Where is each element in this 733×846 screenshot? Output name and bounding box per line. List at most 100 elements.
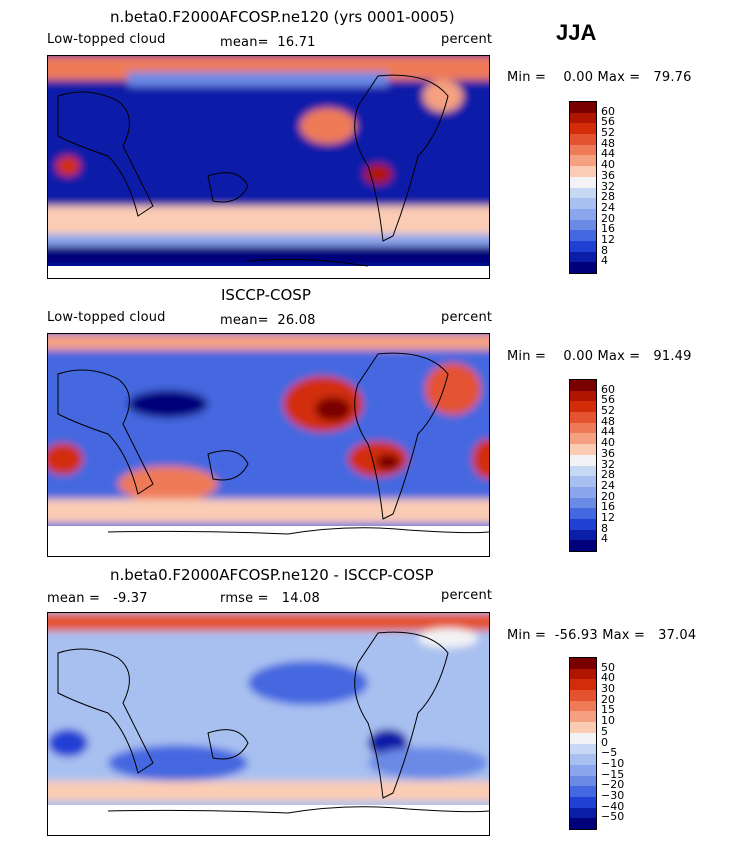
colorbar-segment xyxy=(570,754,596,766)
panel-1-southern-ocean-band xyxy=(48,206,489,234)
panel-2-pacific-stratus-core xyxy=(315,397,351,421)
panel-2-continent-australia xyxy=(207,450,249,481)
colorbar-segment xyxy=(570,743,596,755)
colorbar-tick-label: 32 xyxy=(601,179,615,193)
colorbar-tick-label: 60 xyxy=(601,104,615,118)
colorbar-tick-label: 20 xyxy=(601,211,615,225)
colorbar-tick-label: 30 xyxy=(601,682,615,696)
season-label: JJA xyxy=(556,20,597,45)
panel-3-south-atlantic-deficit xyxy=(368,747,488,779)
colorbar-segment xyxy=(570,764,596,776)
colorbar-tick-label: 28 xyxy=(601,468,615,482)
colorbar-segment xyxy=(570,732,596,744)
colorbar-segment xyxy=(570,497,596,509)
panel-2-indian-ocean-cloud xyxy=(118,466,218,502)
colorbar-tick-label: 48 xyxy=(601,414,615,428)
panel-2-continent-antarctica xyxy=(107,527,489,535)
colorbar-tick-label: −10 xyxy=(601,756,625,770)
colorbar-segment xyxy=(570,155,596,167)
panel-3-indian-ocean-deficit xyxy=(108,745,248,781)
panel-3-continent-australia xyxy=(207,729,249,760)
colorbar-segment xyxy=(570,818,596,830)
colorbar-tick-label: 20 xyxy=(601,489,615,503)
colorbar-segment xyxy=(570,102,596,113)
colorbar-segment xyxy=(570,690,596,702)
colorbar-segment xyxy=(570,230,596,242)
panel-1-units-label: percent xyxy=(441,32,493,47)
colorbar-segment xyxy=(570,198,596,210)
colorbar-tick-label: 4 xyxy=(601,532,608,546)
colorbar-segment xyxy=(570,476,596,488)
panel-2-colorbar xyxy=(569,379,597,552)
colorbar-tick-label: 44 xyxy=(601,425,615,439)
panel-3-pacific-deficit xyxy=(248,661,368,705)
colorbar-segment xyxy=(570,134,596,146)
colorbar-segment xyxy=(570,529,596,541)
colorbar-tick-label: 48 xyxy=(601,136,615,150)
colorbar-tick-label: −20 xyxy=(601,778,625,792)
panel-1-continent-antarctica xyxy=(247,258,369,267)
colorbar-tick-label: −15 xyxy=(601,767,625,781)
colorbar-tick-label: 36 xyxy=(601,446,615,460)
colorbar-tick-label: 12 xyxy=(601,232,615,246)
panel-1-colorbar xyxy=(569,101,597,274)
colorbar-tick-label: 0 xyxy=(601,735,608,749)
colorbar-segment xyxy=(570,208,596,220)
panel-3-namibia-deficit xyxy=(48,729,88,757)
panel-3-continent-africa-asia xyxy=(57,648,154,774)
colorbar-tick-label: 10 xyxy=(601,714,615,728)
panel-1-peru-stratus xyxy=(364,164,392,184)
panel-3-units-label: percent xyxy=(441,588,493,603)
panel-3-base-field xyxy=(48,613,489,835)
panel-1-map xyxy=(47,55,490,279)
colorbar-tick-label: 40 xyxy=(601,436,615,450)
panel-3-arctic-band xyxy=(48,613,489,631)
panel-3-coastlines xyxy=(57,631,489,814)
panel-1-missing-data xyxy=(48,266,489,278)
colorbar-segment xyxy=(570,262,596,274)
panel-1-continent-australia xyxy=(207,172,249,203)
panel-3-missing-data xyxy=(48,805,489,835)
panel-1-coastlines xyxy=(57,74,449,267)
panel-2-east-atlantic-stratus xyxy=(472,439,489,479)
colorbar-tick-label: −5 xyxy=(601,746,618,760)
colorbar-segment xyxy=(570,219,596,231)
colorbar-tick-label: 40 xyxy=(601,671,615,685)
colorbar-segment xyxy=(570,401,596,413)
colorbar-segment xyxy=(570,412,596,424)
colorbar-segment xyxy=(570,166,596,178)
panel-2-minmax-label: Min = 0.00 Max = 91.49 xyxy=(507,349,692,364)
panel-3-north-atlantic-neutral xyxy=(418,628,478,648)
colorbar-tick-label: 8 xyxy=(601,521,608,535)
colorbar-segment xyxy=(570,508,596,520)
colorbar-tick-label: 52 xyxy=(601,404,615,418)
colorbar-segment xyxy=(570,176,596,188)
panel-2-southern-ocean-band xyxy=(48,499,489,523)
colorbar-segment xyxy=(570,240,596,252)
colorbar-tick-label: 40 xyxy=(601,158,615,172)
colorbar-segment xyxy=(570,775,596,787)
panel-2-arctic-band xyxy=(48,334,489,350)
panel-2-map xyxy=(47,333,490,557)
colorbar-tick-label: 4 xyxy=(601,254,608,268)
panel-1-north-mid-band xyxy=(128,72,388,86)
colorbar-segment xyxy=(570,700,596,712)
colorbar-tick-label: 20 xyxy=(601,692,615,706)
colorbar-tick-label: 15 xyxy=(601,703,615,717)
panel-3-southern-ocean-band xyxy=(48,781,489,801)
colorbar-segment xyxy=(570,658,596,669)
colorbar-segment xyxy=(570,454,596,466)
colorbar-segment xyxy=(570,187,596,199)
colorbar-tick-label: −40 xyxy=(601,799,625,813)
panel-1-continent-americas xyxy=(354,74,449,242)
colorbar-segment xyxy=(570,465,596,477)
colorbar-segment xyxy=(570,251,596,263)
colorbar-segment xyxy=(570,144,596,156)
colorbar-tick-label: 8 xyxy=(601,243,608,257)
panel-2-namibia-stratus xyxy=(48,443,83,475)
colorbar-segment xyxy=(570,679,596,691)
colorbar-tick-label: 24 xyxy=(601,478,615,492)
colorbar-tick-label: 12 xyxy=(601,510,615,524)
panel-2-units-label: percent xyxy=(441,310,493,325)
panel-3-colorbar xyxy=(569,657,597,830)
